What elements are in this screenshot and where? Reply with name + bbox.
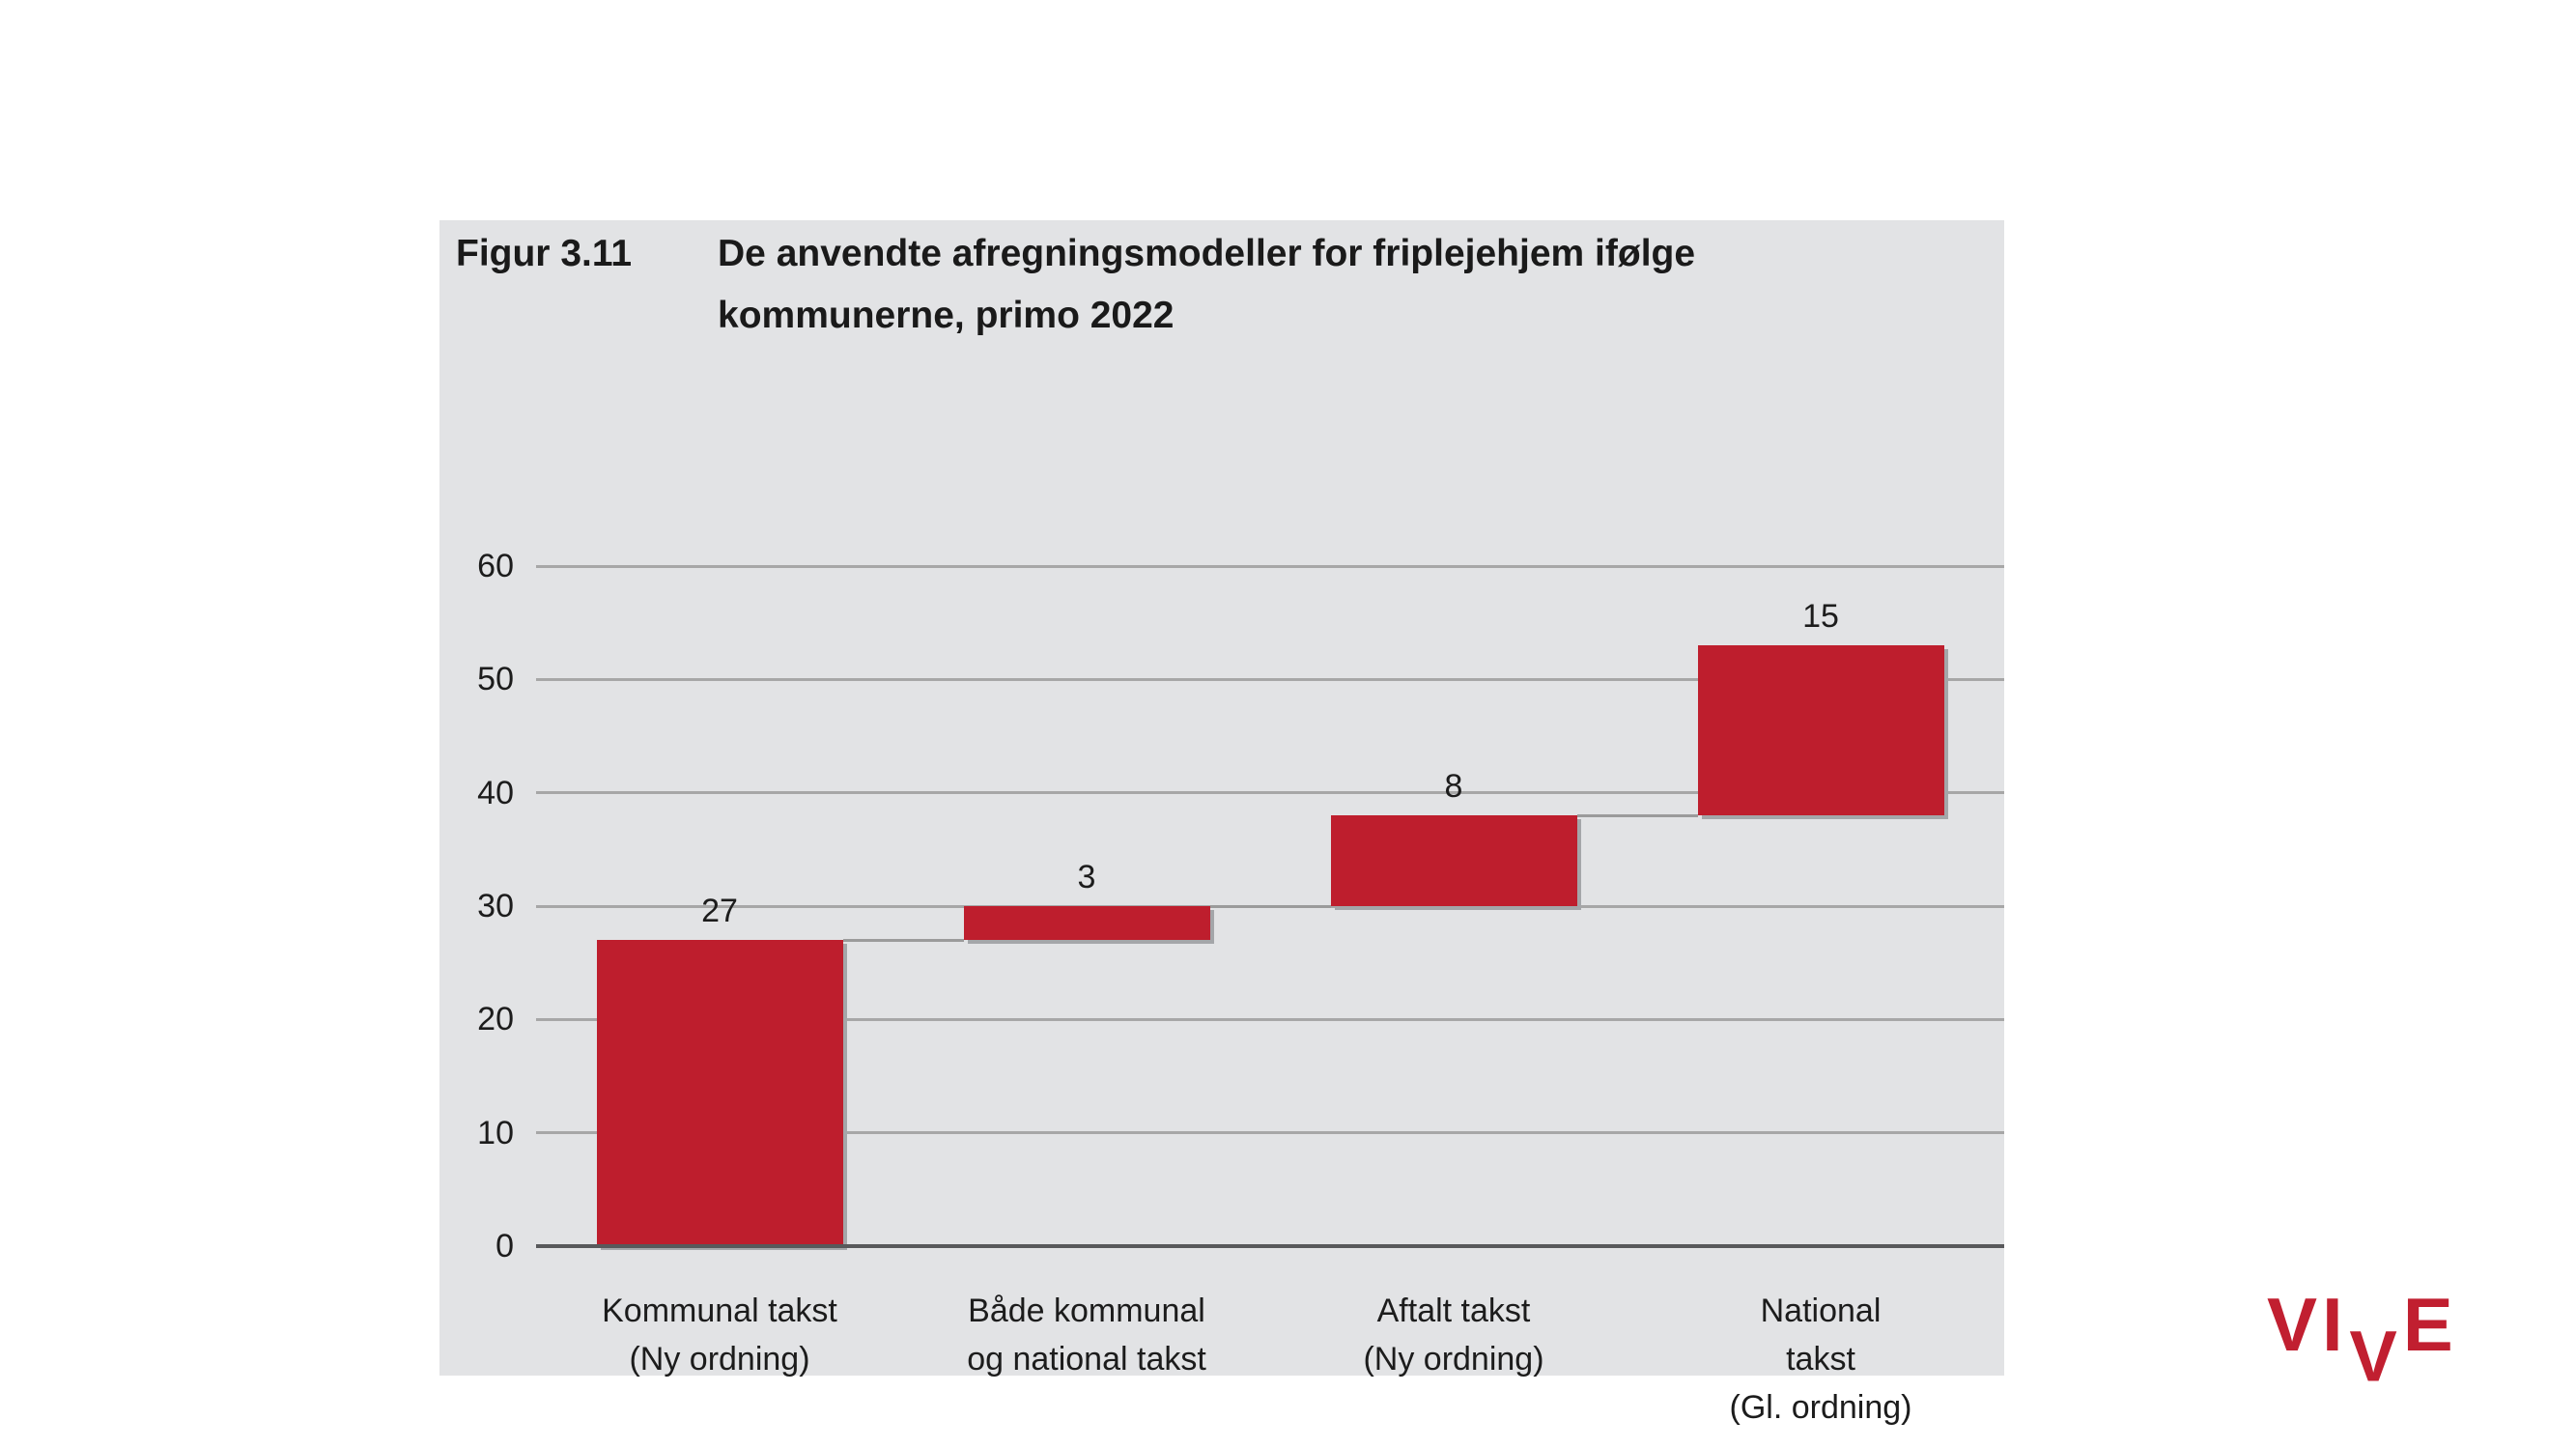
bar-value-label-3: 8 xyxy=(1444,768,1463,806)
x-category-label-2: Både kommunal og national takst xyxy=(967,1293,1206,1378)
y-tick-label-30: 30 xyxy=(477,888,514,924)
x-axis-line xyxy=(536,1244,2004,1248)
bar-segment-1 xyxy=(596,940,843,1246)
bar-value-label-2: 3 xyxy=(1077,859,1096,895)
y-tick-label-0: 0 xyxy=(495,1228,514,1264)
waterfall-connector-1 xyxy=(842,938,964,942)
waterfall-connector-2 xyxy=(1209,904,1331,908)
waterfall-chart: 0 10 20 30 40 50 60 27 3 8 15 Kommunal takst (Ny or… xyxy=(439,220,2004,1426)
gridline-50 xyxy=(536,677,2004,681)
figure-panel: Figur 3.11 De anvendte afregningsmodelle… xyxy=(439,220,2004,1426)
figure-title-line2: kommunerne, primo 2022 xyxy=(718,295,1175,336)
vive-logo: VIVE xyxy=(2267,1287,2458,1392)
bar-segment-4 xyxy=(1697,645,1944,816)
bar-value-label-4: 15 xyxy=(1802,598,1839,636)
figure-title-line1: De anvendte afregningsmodeller for fripl… xyxy=(718,233,1696,274)
gridline-20 xyxy=(536,1017,2004,1021)
bar-segment-2 xyxy=(963,906,1210,941)
x-category-label-3: Aftalt takst (Ny ordning) xyxy=(1363,1293,1544,1378)
y-tick-label-50: 50 xyxy=(477,661,514,698)
x-category-label-1: Kommunal takst (Ny ordning) xyxy=(602,1293,837,1378)
x-category-label-4: National takst (Gl. ordning) xyxy=(1729,1293,1912,1426)
y-tick-label-20: 20 xyxy=(477,1001,514,1038)
y-tick-label-40: 40 xyxy=(477,774,514,811)
logo-letter-e: E xyxy=(2402,1282,2458,1367)
waterfall-connector-3 xyxy=(1576,813,1698,817)
y-tick-label-60: 60 xyxy=(477,548,514,584)
logo-letter-v-dropped: V xyxy=(2349,1316,2402,1397)
gridline-40 xyxy=(536,791,2004,795)
gridline-10 xyxy=(536,1131,2004,1135)
y-tick-label-10: 10 xyxy=(477,1114,514,1151)
gridline-60 xyxy=(536,564,2004,568)
logo-letters-vi: VI xyxy=(2267,1282,2348,1367)
bar-value-label-1: 27 xyxy=(701,893,738,930)
bar-segment-3 xyxy=(1330,815,1577,906)
figure-number: Figur 3.11 xyxy=(456,233,633,274)
